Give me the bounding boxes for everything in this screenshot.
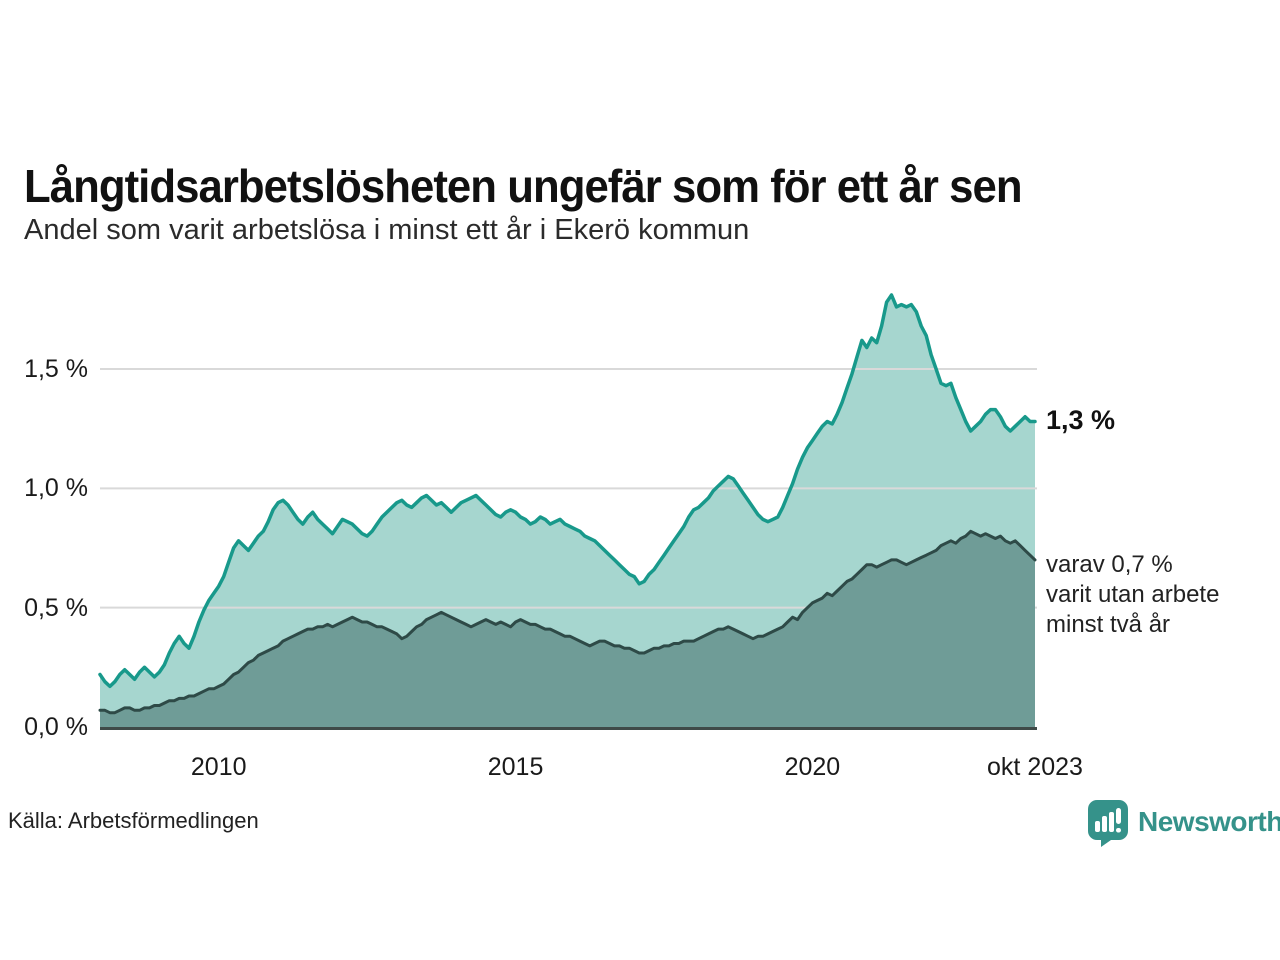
newsworthy-logo[interactable]: Newsworthy [1088, 800, 1280, 847]
total-line [98, 293, 1037, 689]
two-year-annotation: varav 0,7 % varit utan arbete minst två … [1046, 550, 1220, 638]
y-tick-label: 0,0 % [24, 713, 88, 741]
x-tick-label: okt 2023 [987, 753, 1083, 781]
source-note: Källa: Arbetsförmedlingen [8, 808, 259, 833]
x-tick-label: 2015 [487, 753, 544, 781]
y-tick-label: 1,5 % [24, 354, 88, 383]
two-year-line [98, 529, 1037, 715]
y-tick-label: 0,5 % [24, 593, 88, 622]
x-tick-label: 2010 [190, 753, 247, 781]
latest-value-label: 1,3 % [1046, 404, 1116, 435]
newsworthy-icon [1088, 800, 1128, 847]
brand-name: Newsworthy [1138, 806, 1280, 837]
chart-title: Långtidsarbetslösheten ungefär som för e… [24, 159, 1023, 212]
y-tick-label: 1,0 % [24, 474, 88, 503]
x-tick-label: 2020 [784, 753, 841, 781]
two-year-area-fill [100, 531, 1035, 727]
chart-subtitle: Andel som varit arbetslösa i minst ett å… [24, 214, 750, 246]
